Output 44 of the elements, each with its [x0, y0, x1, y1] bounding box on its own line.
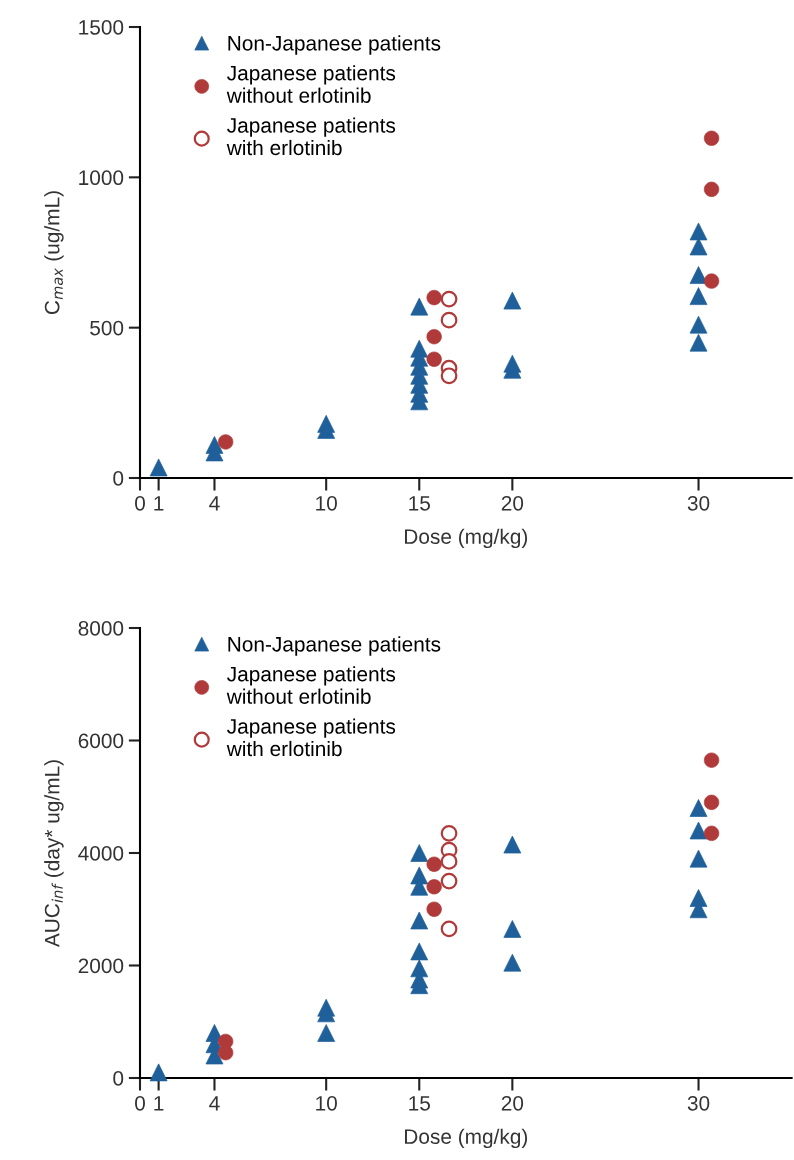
x-tick-label: 0 — [135, 495, 145, 511]
point — [440, 920, 458, 938]
x-tick-label: 30 — [687, 1095, 710, 1111]
point — [317, 1024, 336, 1042]
x-tick-label: 20 — [501, 1095, 524, 1111]
y-tick-label: 4000 — [78, 846, 124, 861]
point — [703, 273, 720, 289]
point — [440, 311, 458, 329]
x-tick-label: 15 — [409, 496, 430, 511]
y-tick-label: 8000 — [78, 621, 124, 636]
x-tick-label: 30 — [687, 495, 710, 511]
y-tick-label: 1000 — [79, 170, 124, 186]
point — [440, 824, 458, 842]
y-tick-label: 2000 — [78, 958, 124, 974]
point — [440, 872, 458, 890]
x-tick-label: 1 — [154, 496, 164, 511]
point — [440, 853, 458, 870]
x-tick-label: 15 — [409, 1096, 430, 1111]
y-tick-label: 0 — [113, 471, 124, 486]
x-tick-label: 20 — [501, 495, 524, 511]
legend-label: Non-Japanese patients — [228, 636, 441, 656]
legend-label: Japanese patients with erlotinib — [226, 718, 396, 757]
y-tick-label: 500 — [90, 320, 124, 336]
x-tick-label: 10 — [316, 1095, 337, 1111]
x-axis-title: Dose (mg/kg) — [405, 528, 528, 549]
y-tick-label: 1500 — [79, 20, 124, 35]
y-tick-label: 0 — [113, 1071, 124, 1086]
x-tick-label: 10 — [316, 495, 337, 511]
legend-label: Non-Japanese patients — [228, 35, 441, 55]
x-tick-label: 4 — [209, 496, 220, 511]
point — [689, 799, 708, 817]
y-axis-title: C$_{max}$ (ug/mL) — [44, 191, 64, 315]
point — [440, 367, 458, 385]
x-tick-label: 1 — [154, 1096, 164, 1111]
legend-label: Japanese patients without erlotinib — [226, 65, 396, 103]
point — [440, 290, 458, 308]
y-tick-label: 6000 — [78, 733, 124, 749]
x-tick-label: 0 — [135, 1095, 145, 1111]
point — [426, 901, 442, 917]
legend-label: Japanese patients with erlotinib — [226, 117, 396, 156]
legend-label: Japanese patients without erlotinib — [226, 666, 396, 704]
y-axis-title: AUC$_{inf}$ (day* ug/mL) — [44, 760, 64, 948]
x-tick-label: 4 — [209, 1096, 220, 1111]
x-axis-title: Dose (mg/kg) — [405, 1128, 528, 1149]
